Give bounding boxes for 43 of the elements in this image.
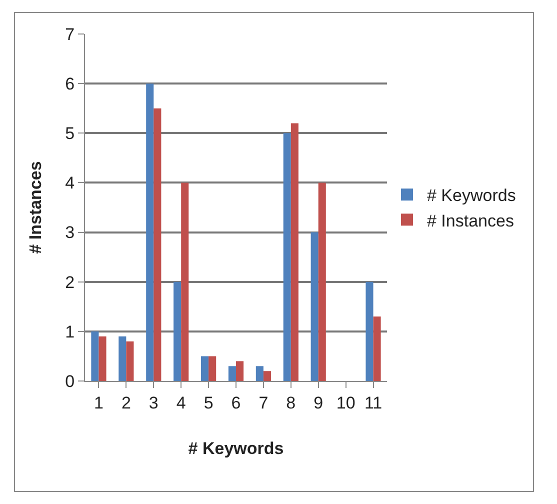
bar xyxy=(91,331,99,381)
bar xyxy=(126,341,134,381)
bar xyxy=(154,108,162,381)
y-tick-label: 6 xyxy=(65,74,75,94)
x-tick-label: 4 xyxy=(176,393,186,412)
y-axis-title: # Instances xyxy=(26,161,45,254)
bar xyxy=(373,316,381,381)
y-tick-label: 5 xyxy=(65,124,75,144)
y-tick-label: 0 xyxy=(65,372,75,391)
legend-label: # Instances xyxy=(427,211,514,230)
bar xyxy=(283,133,291,381)
x-tick-label: 7 xyxy=(258,393,268,412)
bar xyxy=(208,356,216,381)
y-tick-label: 7 xyxy=(65,24,75,44)
x-tick-label: 11 xyxy=(364,393,382,412)
legend-label: # Keywords xyxy=(427,186,516,206)
bar xyxy=(98,336,106,381)
bar xyxy=(290,123,298,381)
bar xyxy=(118,336,126,381)
bar xyxy=(201,356,209,381)
bar xyxy=(256,366,264,381)
y-tick-label: 4 xyxy=(65,174,75,193)
bar xyxy=(181,182,189,381)
bar xyxy=(318,182,326,381)
x-axis-title: # Keywords xyxy=(188,438,284,458)
bar xyxy=(310,232,318,381)
y-tick-label: 1 xyxy=(65,322,75,342)
x-tick-label: 10 xyxy=(336,393,356,412)
y-tick-label: 2 xyxy=(65,272,75,292)
x-tick-label: 5 xyxy=(204,393,214,412)
x-tick-label: 6 xyxy=(231,393,241,412)
x-tick-label: 2 xyxy=(121,393,131,412)
x-tick-label: 9 xyxy=(314,393,324,412)
bar xyxy=(228,366,236,381)
x-tick-label: 3 xyxy=(148,393,158,412)
bar xyxy=(236,361,244,381)
x-tick-label: 8 xyxy=(286,393,296,412)
bar xyxy=(366,282,374,381)
x-tick-label: 1 xyxy=(94,393,104,412)
bar xyxy=(174,282,182,381)
bar xyxy=(146,84,154,381)
y-tick-label: 3 xyxy=(65,223,75,242)
bar xyxy=(263,371,271,381)
